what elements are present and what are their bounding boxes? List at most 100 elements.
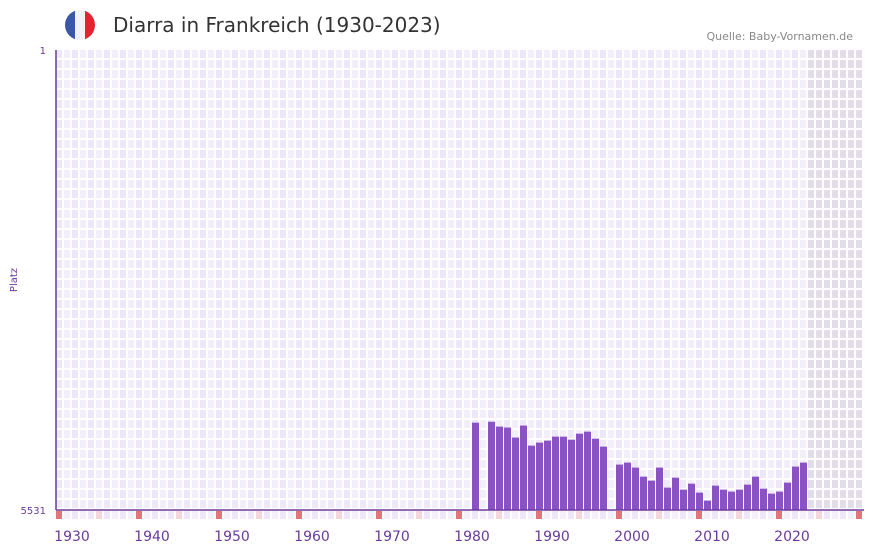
grid-cell bbox=[592, 350, 598, 358]
grid-cell bbox=[344, 290, 350, 298]
grid-cell bbox=[128, 440, 134, 448]
grid-cell bbox=[136, 370, 142, 378]
grid-cell bbox=[360, 470, 366, 478]
grid-cell bbox=[616, 400, 622, 408]
grid-cell bbox=[440, 350, 446, 358]
grid-cell bbox=[136, 480, 142, 488]
grid-cell bbox=[512, 390, 518, 398]
grid-cell bbox=[88, 80, 94, 88]
grid-cell bbox=[160, 490, 166, 498]
grid-cell bbox=[800, 260, 806, 268]
grid-cell bbox=[592, 250, 598, 258]
grid-cell bbox=[360, 270, 366, 278]
grid-cell bbox=[656, 410, 662, 418]
grid-cell bbox=[320, 60, 326, 68]
grid-cell bbox=[856, 120, 862, 128]
grid-cell bbox=[408, 50, 414, 58]
grid-cell bbox=[784, 90, 790, 98]
grid-cell bbox=[656, 400, 662, 408]
grid-cell bbox=[752, 150, 758, 158]
grid-cell bbox=[264, 200, 270, 208]
grid-cell bbox=[312, 440, 318, 448]
grid-cell bbox=[688, 270, 694, 278]
grid-cell bbox=[192, 130, 198, 138]
grid-cell bbox=[384, 480, 390, 488]
grid-cell bbox=[848, 410, 854, 418]
grid-cell bbox=[168, 270, 174, 278]
grid-cell bbox=[832, 400, 838, 408]
grid-cell bbox=[824, 120, 830, 128]
grid-cell bbox=[752, 290, 758, 298]
grid-cell bbox=[776, 120, 782, 128]
grid-cell bbox=[336, 420, 342, 428]
grid-cell bbox=[448, 220, 454, 228]
grid-cell bbox=[776, 400, 782, 408]
grid-cell bbox=[72, 410, 78, 418]
source-link[interactable]: Quelle: Baby-Vornamen.de bbox=[706, 30, 853, 43]
grid-cell bbox=[136, 90, 142, 98]
grid-cell bbox=[840, 260, 846, 268]
grid-cell bbox=[808, 210, 814, 218]
grid-cell bbox=[472, 310, 478, 318]
grid-cell bbox=[88, 160, 94, 168]
grid-cell bbox=[136, 50, 142, 58]
x-tick-label: 2020 bbox=[774, 529, 810, 545]
grid-cell bbox=[832, 330, 838, 338]
grid-cell bbox=[152, 190, 158, 198]
grid-cell bbox=[168, 110, 174, 118]
grid-cell bbox=[440, 130, 446, 138]
grid-cell bbox=[528, 320, 534, 328]
grid-cell bbox=[656, 290, 662, 298]
grid-cell bbox=[744, 160, 750, 168]
grid-cell bbox=[280, 150, 286, 158]
grid-cell bbox=[744, 430, 750, 438]
grid-cell bbox=[400, 360, 406, 368]
grid-cell bbox=[256, 350, 262, 358]
grid-cell bbox=[776, 190, 782, 198]
grid-cell bbox=[416, 90, 422, 98]
grid-cell bbox=[144, 350, 150, 358]
grid-cell bbox=[64, 460, 70, 468]
grid-cell bbox=[88, 50, 94, 58]
grid-cell bbox=[312, 220, 318, 228]
grid-cell bbox=[616, 110, 622, 118]
grid-cell bbox=[304, 120, 310, 128]
grid-cell bbox=[80, 420, 86, 428]
grid-cell bbox=[392, 460, 398, 468]
grid-cell bbox=[256, 100, 262, 108]
grid-cell bbox=[424, 340, 430, 348]
grid-cell bbox=[472, 390, 478, 398]
grid-cell bbox=[168, 450, 174, 458]
grid-cell bbox=[792, 200, 798, 208]
grid-cell bbox=[688, 310, 694, 318]
grid-cell bbox=[744, 470, 750, 478]
grid-cell bbox=[480, 270, 486, 278]
grid-cell bbox=[352, 290, 358, 298]
grid-cell bbox=[616, 340, 622, 348]
grid-cell bbox=[784, 420, 790, 428]
decade-marker bbox=[728, 511, 734, 519]
grid-cell bbox=[680, 240, 686, 248]
grid-cell bbox=[784, 160, 790, 168]
grid-cell bbox=[504, 330, 510, 338]
grid-cell bbox=[512, 350, 518, 358]
grid-cell bbox=[128, 450, 134, 458]
grid-cell bbox=[208, 130, 214, 138]
grid-cell bbox=[360, 320, 366, 328]
grid-cell bbox=[816, 290, 822, 298]
decade-marker bbox=[248, 511, 254, 519]
grid-cell bbox=[240, 190, 246, 198]
grid-cell bbox=[272, 270, 278, 278]
grid-cell bbox=[776, 340, 782, 348]
grid-cell bbox=[752, 220, 758, 228]
decade-marker bbox=[96, 511, 102, 519]
grid-cell bbox=[416, 320, 422, 328]
grid-cell bbox=[848, 180, 854, 188]
grid-cell bbox=[144, 420, 150, 428]
grid-cell bbox=[184, 70, 190, 78]
grid-cell bbox=[640, 200, 646, 208]
grid-cell bbox=[584, 260, 590, 268]
grid-cell bbox=[104, 430, 110, 438]
grid-cell bbox=[664, 370, 670, 378]
grid-cell bbox=[376, 50, 382, 58]
